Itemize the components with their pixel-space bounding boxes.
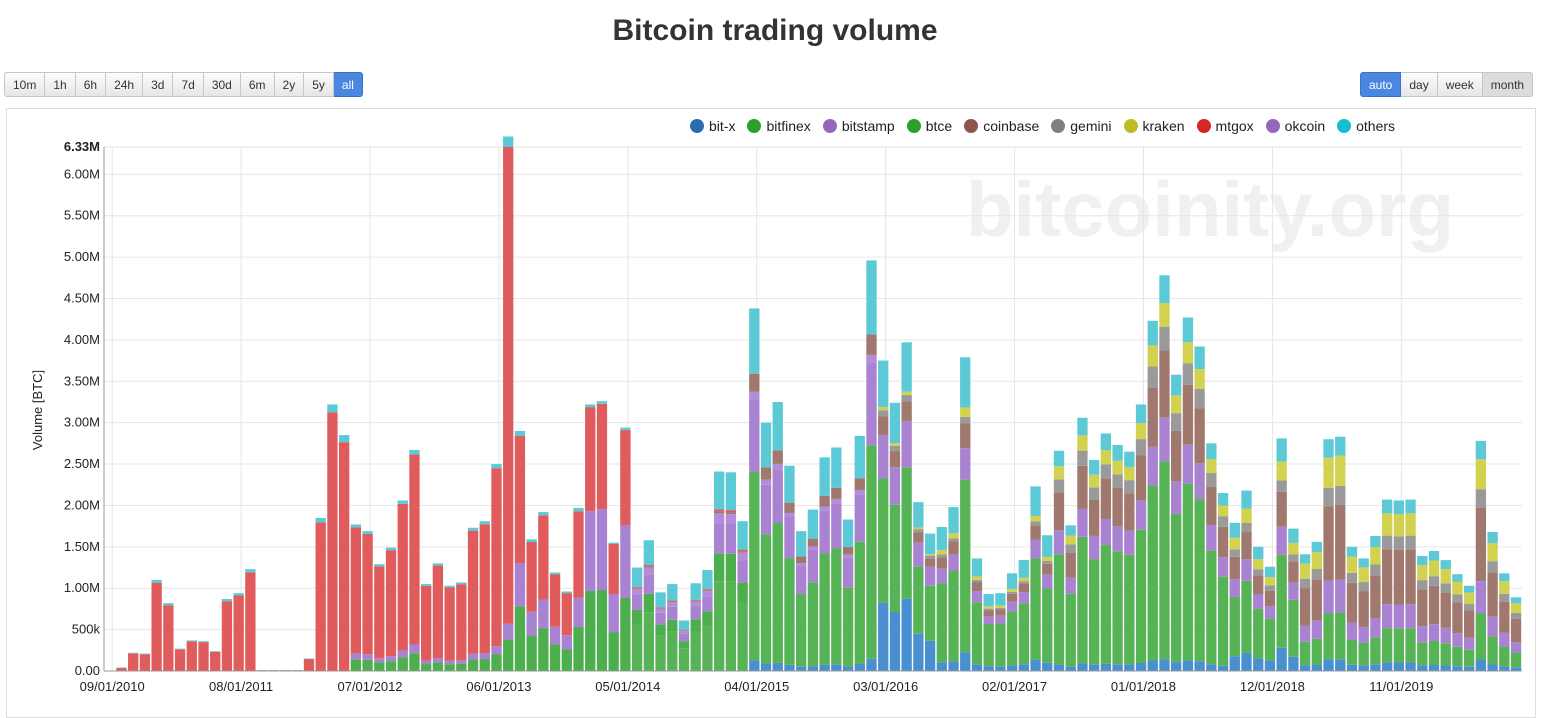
legend-item-gemini[interactable]: gemini: [1051, 118, 1112, 134]
legend-dot-icon: [1051, 119, 1066, 133]
legend-item-coinbase[interactable]: coinbase: [964, 118, 1039, 134]
legend-item-btce[interactable]: btce: [906, 118, 953, 134]
legend-dot-icon: [1196, 119, 1211, 133]
timeframe-1h-button[interactable]: 1h: [45, 72, 76, 97]
legend-item-mtgox[interactable]: mtgox: [1196, 118, 1254, 134]
timeframe-6m-button[interactable]: 6m: [240, 72, 275, 97]
legend-label: bit-x: [709, 118, 736, 134]
legend-label: coinbase: [983, 118, 1040, 134]
timeframe-10m-button[interactable]: 10m: [4, 72, 46, 97]
grouping-week-button[interactable]: week: [1437, 72, 1483, 97]
timeframe-5y-button[interactable]: 5y: [304, 72, 334, 97]
grouping-month-button[interactable]: month: [1482, 72, 1534, 97]
legend-dot-icon: [1123, 119, 1138, 133]
legend-label: kraken: [1142, 118, 1185, 134]
legend-dot-icon: [747, 119, 762, 133]
grouping-auto-button[interactable]: auto: [1360, 72, 1402, 97]
legend-dot-icon: [822, 119, 837, 133]
legend-item-kraken[interactable]: kraken: [1123, 118, 1185, 134]
legend-label: bitstamp: [841, 118, 895, 134]
legend-label: okcoin: [1284, 118, 1326, 134]
legend-item-okcoin[interactable]: okcoin: [1265, 118, 1326, 134]
timeframe-all-button[interactable]: all: [333, 72, 363, 97]
timeframe-2y-button[interactable]: 2y: [274, 72, 305, 97]
timeframe-6h-button[interactable]: 6h: [75, 72, 107, 97]
legend-item-bitfinex[interactable]: bitfinex: [747, 118, 811, 134]
grouping-button-group: auto day week month: [1360, 72, 1534, 97]
legend-dot-icon: [1337, 119, 1352, 133]
timeframe-button-group: 10m 1h 6h 24h 3d 7d 30d 6m 2y 5y all: [4, 72, 363, 97]
legend-label: gemini: [1070, 118, 1112, 134]
chart-legend: bit-x bitfinex bitstamp btce coinbase gemini k…: [690, 118, 1407, 134]
legend-item-bit-x[interactable]: bit-x: [690, 118, 735, 134]
timeframe-7d-button[interactable]: 7d: [173, 72, 204, 97]
timeframe-24h-button[interactable]: 24h: [106, 72, 144, 97]
timeframe-30d-button[interactable]: 30d: [203, 72, 241, 97]
legend-label: others: [1356, 118, 1396, 134]
timeframe-3d-button[interactable]: 3d: [143, 72, 174, 97]
legend-dot-icon: [964, 119, 979, 133]
chart-title: Bitcoin trading volume: [612, 14, 938, 47]
grouping-day-button[interactable]: day: [1401, 72, 1438, 97]
legend-dot-icon: [906, 119, 921, 133]
legend-label: mtgox: [1215, 118, 1254, 134]
legend-item-others[interactable]: others: [1337, 118, 1395, 134]
legend-item-bitstamp[interactable]: bitstamp: [822, 118, 895, 134]
legend-dot-icon: [690, 119, 704, 133]
legend-dot-icon: [1265, 119, 1280, 133]
legend-label: bitfinex: [766, 118, 811, 134]
chart-panel: [6, 108, 1536, 718]
legend-label: btce: [925, 118, 953, 134]
